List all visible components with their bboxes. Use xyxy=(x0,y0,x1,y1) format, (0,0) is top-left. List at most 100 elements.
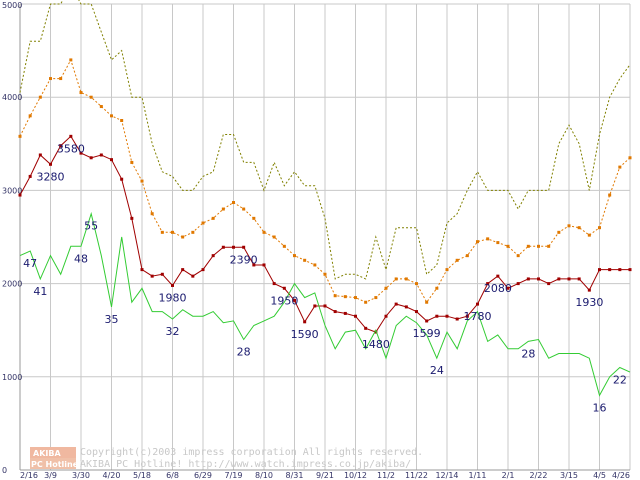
data-point-orange-dotted xyxy=(171,230,174,234)
data-point-orange-dotted xyxy=(415,282,418,286)
data-point-orange-dotted xyxy=(160,230,164,234)
data-point-dark-red xyxy=(577,277,581,281)
x-tick-label: 6/8 xyxy=(166,471,179,480)
data-point-orange-dotted xyxy=(221,207,225,211)
data-label: 3580 xyxy=(57,142,85,155)
data-point-orange-dotted xyxy=(99,105,103,109)
data-point-dark-red xyxy=(557,277,561,281)
data-point-orange-dotted xyxy=(577,226,581,230)
data-label: 1980 xyxy=(159,291,187,304)
data-point-orange-dotted xyxy=(110,114,113,118)
data-point-orange-dotted xyxy=(598,226,601,230)
data-point-orange-dotted xyxy=(333,294,337,298)
data-point-dark-red xyxy=(608,268,612,272)
data-point-orange-dotted xyxy=(38,95,42,99)
data-point-dark-red xyxy=(435,314,439,318)
data-point-orange-dotted xyxy=(404,277,408,281)
data-label: 22 xyxy=(613,373,627,386)
data-point-orange-dotted xyxy=(394,277,398,281)
data-point-dark-red xyxy=(394,302,398,306)
x-tick-label: 2/22 xyxy=(530,471,548,480)
data-point-dark-red xyxy=(425,319,429,323)
data-labels: 47 41 3280 3580 48 55 35 1980 32 2390 28 1950 1590 14… xyxy=(23,142,627,414)
data-point-dark-red xyxy=(354,314,357,318)
x-tick-label: 3/15 xyxy=(560,471,578,480)
site-url-text: AKIBA PC Hotline! http://www.watch.impre… xyxy=(80,459,411,470)
data-point-dark-red xyxy=(587,288,591,292)
x-tick-label: 3/30 xyxy=(72,471,90,480)
x-tick-label: 6/29 xyxy=(194,471,212,480)
grid xyxy=(19,3,631,471)
data-label: 2080 xyxy=(484,282,512,295)
data-point-orange-dotted xyxy=(537,244,540,248)
x-tick-label: 9/21 xyxy=(316,471,334,480)
data-label: 2390 xyxy=(230,253,258,266)
data-point-orange-dotted xyxy=(618,165,622,169)
data-label: 47 xyxy=(23,257,37,270)
data-point-dark-red xyxy=(343,311,347,315)
series-lines xyxy=(18,0,632,397)
data-point-orange-dotted xyxy=(232,201,235,205)
logo-bottom-text: PC Hotline! xyxy=(31,460,82,469)
y-tick-labels: 0 1000 2000 3000 4000 5000 xyxy=(2,1,22,475)
data-point-dark-red xyxy=(69,134,73,138)
data-point-orange-dotted xyxy=(262,230,266,234)
x-tick-label: 8/10 xyxy=(255,471,273,480)
data-point-orange-dotted xyxy=(313,263,317,267)
data-point-orange-dotted xyxy=(69,58,73,62)
data-point-dark-red xyxy=(415,310,418,314)
data-point-orange-dotted xyxy=(364,300,368,304)
data-point-dark-red xyxy=(476,302,479,306)
data-point-dark-red xyxy=(191,274,195,278)
y-tick-label: 0 xyxy=(2,466,7,475)
data-point-dark-red xyxy=(333,310,337,314)
data-point-orange-dotted xyxy=(130,160,134,164)
data-point-dark-red xyxy=(404,305,408,309)
data-label: 24 xyxy=(430,364,444,377)
data-point-orange-dotted xyxy=(506,244,510,248)
data-point-orange-dotted xyxy=(293,254,296,258)
data-point-orange-dotted xyxy=(425,300,429,304)
data-point-orange-dotted xyxy=(242,207,246,211)
data-point-orange-dotted xyxy=(557,230,561,234)
data-label: 16 xyxy=(593,401,607,414)
data-label: 1930 xyxy=(575,296,603,309)
x-tick-label: 2/1 xyxy=(502,471,515,480)
data-point-dark-red xyxy=(293,298,296,302)
data-point-dark-red xyxy=(221,245,225,249)
data-point-dark-red xyxy=(618,268,622,272)
data-point-orange-dotted xyxy=(547,244,551,248)
data-point-dark-red xyxy=(465,314,469,318)
logo-top-text: AKIBA xyxy=(33,449,61,458)
data-point-orange-dotted xyxy=(445,268,449,272)
data-point-orange-dotted xyxy=(567,224,571,228)
data-point-dark-red xyxy=(150,274,154,278)
data-point-orange-dotted xyxy=(476,240,479,244)
data-point-dark-red xyxy=(323,304,327,308)
data-point-orange-dotted xyxy=(343,295,347,299)
data-label: 1950 xyxy=(270,294,298,307)
data-point-orange-dotted xyxy=(89,95,93,99)
data-point-orange-dotted xyxy=(272,235,276,239)
data-point-orange-dotted xyxy=(28,114,32,118)
data-label: 41 xyxy=(33,285,47,298)
data-point-dark-red xyxy=(516,282,520,286)
data-point-orange-dotted xyxy=(486,237,490,241)
copyright-text: Copyright(c)2003 impress corporation All… xyxy=(80,447,423,458)
data-point-orange-dotted xyxy=(140,179,144,183)
footer-logo: AKIBA PC Hotline! xyxy=(30,447,82,469)
data-point-dark-red xyxy=(384,314,388,318)
data-point-orange-dotted xyxy=(374,296,378,300)
data-point-orange-dotted xyxy=(191,230,195,234)
y-tick-label: 1000 xyxy=(2,373,22,382)
data-point-dark-red xyxy=(364,326,368,330)
data-point-dark-red xyxy=(59,144,63,148)
data-point-dark-red xyxy=(537,277,540,281)
data-point-dark-red xyxy=(79,151,83,155)
data-point-dark-red xyxy=(110,158,113,162)
data-point-dark-red xyxy=(313,304,317,308)
data-label: 48 xyxy=(74,252,88,265)
data-label: 1590 xyxy=(291,328,319,341)
data-label: 32 xyxy=(166,325,180,338)
